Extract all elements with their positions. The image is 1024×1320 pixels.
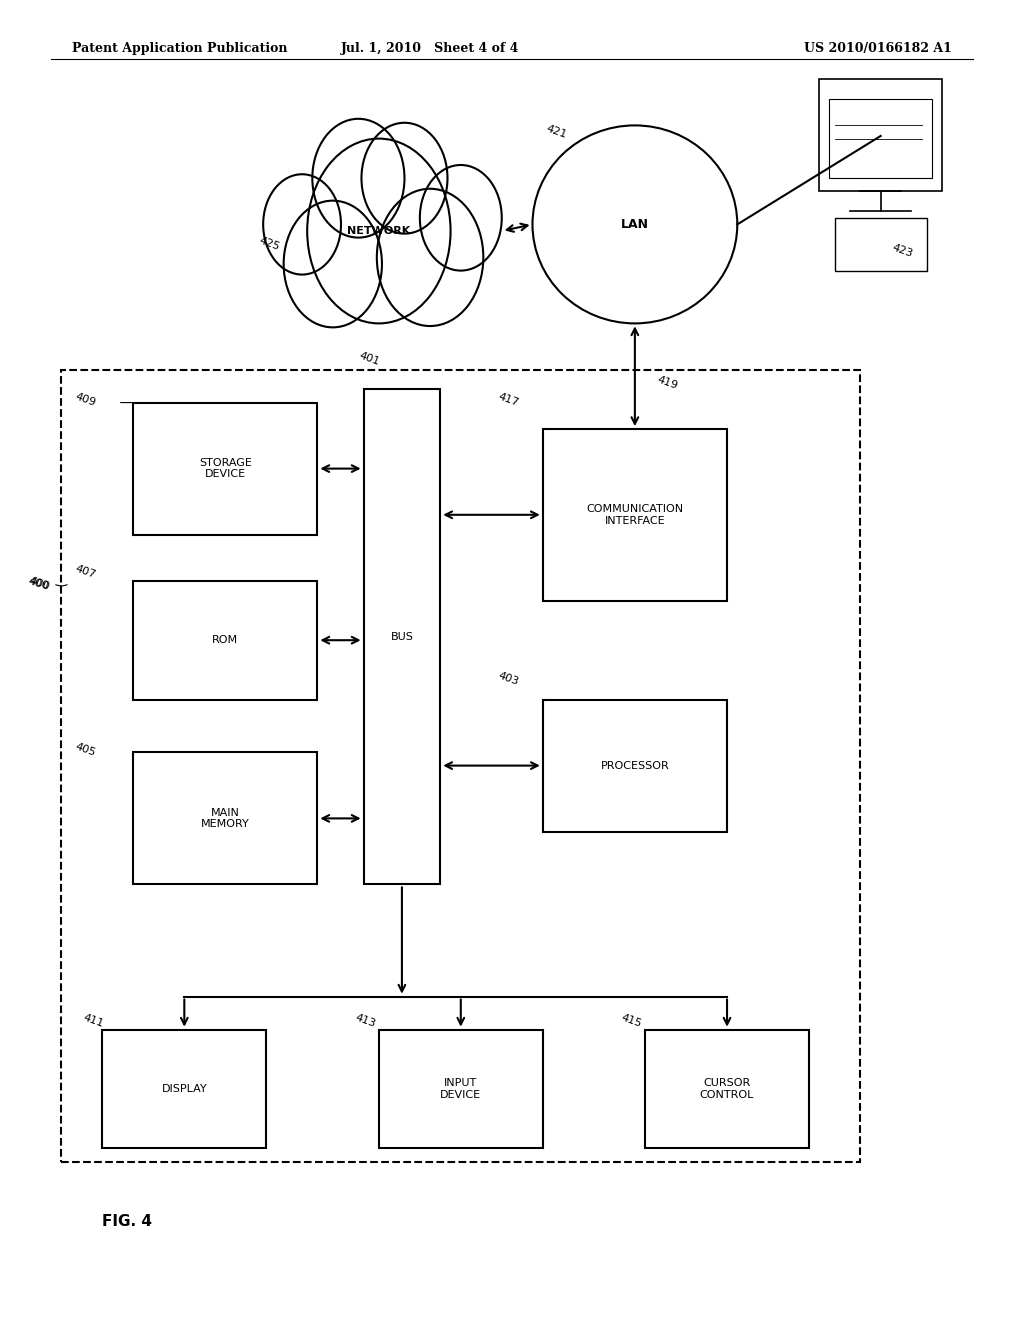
FancyBboxPatch shape	[835, 218, 927, 271]
Text: 417: 417	[497, 392, 520, 408]
Text: 403: 403	[497, 671, 520, 686]
Text: 405: 405	[74, 742, 97, 758]
FancyBboxPatch shape	[133, 581, 317, 700]
Text: COMMUNICATION
INTERFACE: COMMUNICATION INTERFACE	[587, 504, 683, 525]
Circle shape	[312, 119, 404, 238]
FancyBboxPatch shape	[379, 1030, 543, 1148]
FancyBboxPatch shape	[543, 429, 727, 601]
FancyBboxPatch shape	[543, 700, 727, 832]
Text: FIG. 4: FIG. 4	[102, 1213, 153, 1229]
Circle shape	[361, 123, 447, 234]
Circle shape	[284, 201, 382, 327]
Circle shape	[307, 139, 451, 323]
Circle shape	[377, 189, 483, 326]
Ellipse shape	[532, 125, 737, 323]
Text: 407: 407	[74, 564, 97, 579]
Text: 419: 419	[655, 375, 679, 391]
Text: US 2010/0166182 A1: US 2010/0166182 A1	[805, 42, 952, 55]
Text: NETWORK: NETWORK	[347, 226, 411, 236]
Text: Patent Application Publication: Patent Application Publication	[72, 42, 287, 55]
Text: LAN: LAN	[621, 218, 649, 231]
FancyBboxPatch shape	[133, 752, 317, 884]
Text: PROCESSOR: PROCESSOR	[600, 760, 670, 771]
FancyBboxPatch shape	[819, 79, 942, 191]
FancyBboxPatch shape	[133, 403, 317, 535]
Text: 413: 413	[353, 1012, 377, 1028]
Text: CURSOR
CONTROL: CURSOR CONTROL	[699, 1078, 755, 1100]
Text: Jul. 1, 2010   Sheet 4 of 4: Jul. 1, 2010 Sheet 4 of 4	[341, 42, 519, 55]
Text: 409: 409	[74, 392, 97, 408]
Text: 411: 411	[82, 1012, 105, 1028]
Text: DISPLAY: DISPLAY	[162, 1084, 207, 1094]
Text: 423: 423	[891, 243, 914, 259]
FancyBboxPatch shape	[364, 389, 440, 884]
Text: 415: 415	[620, 1012, 643, 1028]
Text: 421: 421	[545, 124, 568, 140]
Text: 400: 400	[28, 576, 50, 591]
Text: 400: 400	[28, 576, 50, 591]
Text: BUS: BUS	[390, 632, 414, 642]
Text: 425: 425	[258, 236, 282, 252]
Text: MAIN
MEMORY: MAIN MEMORY	[201, 808, 250, 829]
Circle shape	[263, 174, 341, 275]
FancyBboxPatch shape	[102, 1030, 266, 1148]
Circle shape	[420, 165, 502, 271]
Text: INPUT
DEVICE: INPUT DEVICE	[440, 1078, 481, 1100]
FancyBboxPatch shape	[645, 1030, 809, 1148]
Text: STORAGE
DEVICE: STORAGE DEVICE	[199, 458, 252, 479]
Text: 401: 401	[357, 351, 381, 367]
Text: ROM: ROM	[212, 635, 239, 645]
FancyBboxPatch shape	[829, 99, 932, 178]
